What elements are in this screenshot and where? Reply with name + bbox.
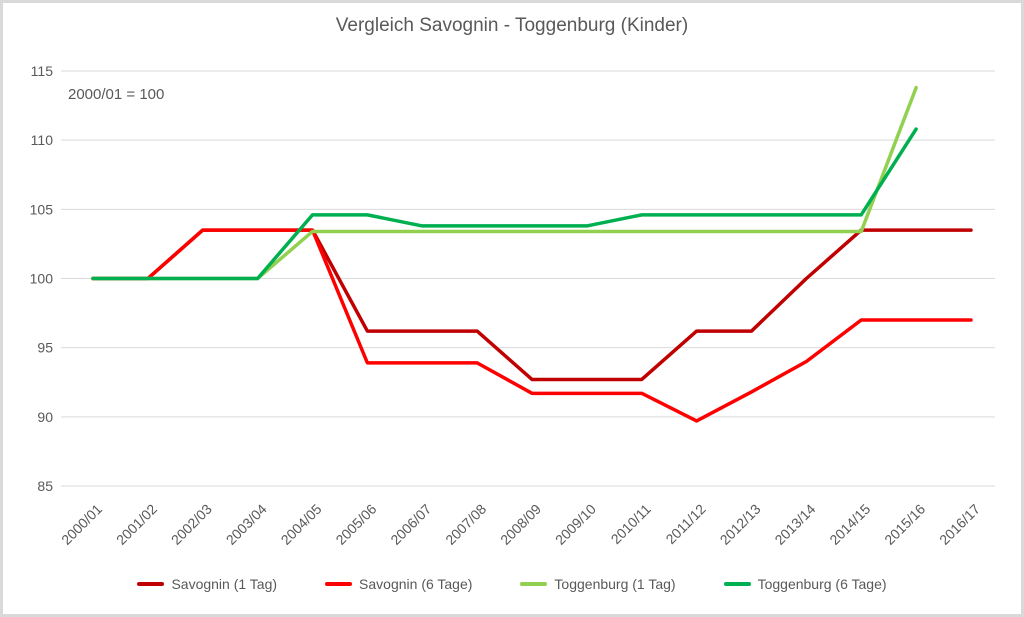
y-tick-label-95: 95 [37, 340, 53, 356]
series-line-savognin-6-tage [91, 228, 973, 423]
y-tick-label-105: 105 [30, 201, 54, 217]
x-tick-label-2011-12: 2011/12 [662, 501, 709, 548]
x-tick-label-2004-05: 2004/05 [278, 501, 325, 548]
x-tick-label-2012-13: 2012/13 [717, 501, 764, 548]
x-tick-label-2001-02: 2001/02 [113, 501, 160, 548]
chart-title: Vergleich Savognin - Toggenburg (Kinder) [335, 15, 689, 36]
x-tick-label-2006-07: 2006/07 [387, 501, 434, 548]
legend-swatch-savognin-1-tag [137, 582, 165, 586]
legend-item-toggenburg-1-tag: Toggenburg (1 Tag) [520, 576, 676, 592]
legend-item-toggenburg-6-tage: Toggenburg (6 Tage) [723, 576, 887, 592]
x-tick-label-2003-04: 2003/04 [223, 501, 270, 548]
legend-swatch-savognin-6-tage [325, 582, 353, 586]
legend-label-savognin-1-tag: Savognin (1 Tag) [171, 576, 278, 592]
series-line-savognin-1-tag [91, 228, 973, 382]
y-tick-label-90: 90 [37, 409, 53, 425]
index-base-annotation: 2000/01 = 100 [68, 86, 165, 103]
x-tick-label-2009-10: 2009/10 [552, 501, 599, 548]
x-tick-label-2015-16: 2015/16 [881, 501, 928, 548]
x-tick-label-2005-06: 2005/06 [332, 501, 379, 548]
series-line-toggenburg-6-tage [91, 127, 918, 281]
x-tick-label-2016-17: 2016/17 [936, 501, 983, 548]
y-tick-label-85: 85 [37, 478, 53, 494]
legend-item-savognin-6-tage: Savognin (6 Tage) [325, 576, 472, 592]
legend-label-toggenburg-1-tag: Toggenburg (1 Tag) [554, 576, 676, 592]
x-tick-label-2000-01: 2000/01 [58, 501, 105, 548]
y-tick-label-115: 115 [31, 63, 54, 79]
y-tick-label-100: 100 [30, 271, 54, 287]
y-tick-label-110: 110 [31, 132, 54, 148]
legend-label-savognin-6-tage: Savognin (6 Tage) [359, 576, 473, 592]
series-line-toggenburg-1-tag [91, 85, 918, 281]
x-tick-label-2008-09: 2008/09 [497, 501, 544, 548]
legend-label-toggenburg-6-tage: Toggenburg (6 Tage) [757, 576, 887, 592]
x-tick-label-2014-15: 2014/15 [826, 501, 873, 548]
legend-swatch-toggenburg-6-tage [723, 582, 751, 586]
x-tick-label-2013-14: 2013/14 [771, 501, 818, 548]
legend-swatch-toggenburg-1-tag [520, 582, 548, 586]
legend-item-savognin-1-tag: Savognin (1 Tag) [137, 576, 277, 592]
x-tick-label-2010-11: 2010/11 [608, 501, 655, 548]
x-tick-label-2007-08: 2007/08 [442, 501, 489, 548]
x-tick-label-2002-03: 2002/03 [168, 501, 215, 548]
chart-legend: Savognin (1 Tag) Savognin (6 Tage) Toggenb… [3, 576, 1021, 592]
